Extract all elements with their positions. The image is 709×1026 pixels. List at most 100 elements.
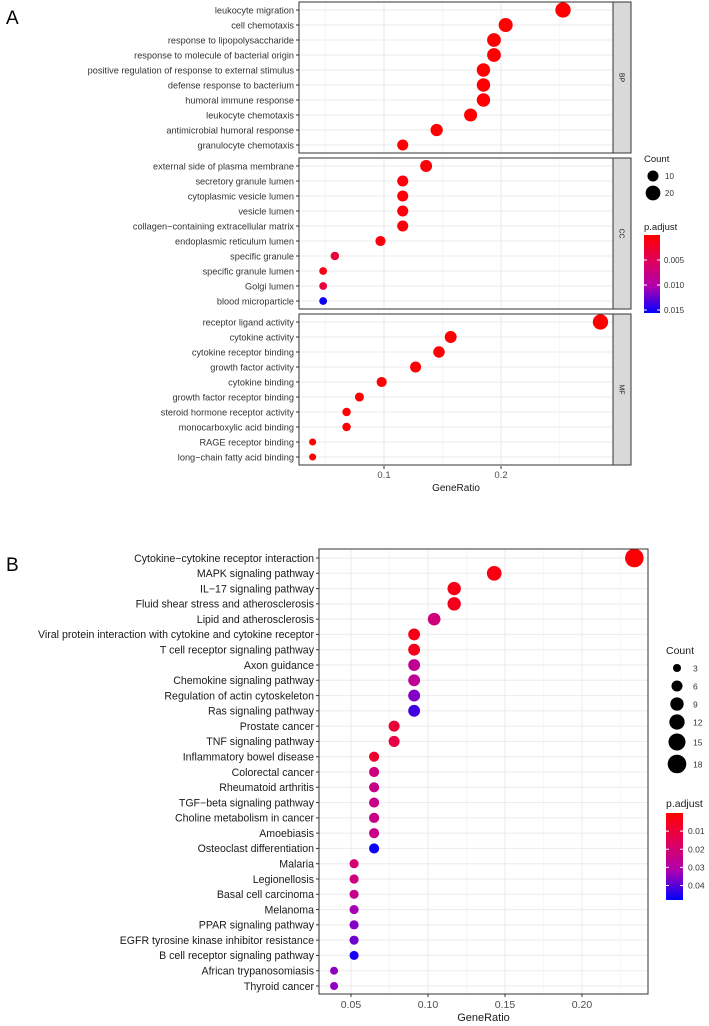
colorbar-tick-label: 0.010 bbox=[664, 281, 685, 290]
pathway-dot bbox=[369, 828, 380, 839]
pathway-dot bbox=[369, 751, 380, 762]
count-legend-label: 9 bbox=[693, 700, 698, 710]
pathway-label: Inflammatory bowel disease bbox=[183, 752, 314, 764]
facet-strip-label: BP bbox=[618, 73, 625, 83]
term-label: leukocyte migration bbox=[215, 5, 294, 15]
panel-label: B bbox=[6, 555, 19, 576]
term-dot bbox=[354, 392, 364, 402]
padjust-colorbar bbox=[666, 813, 683, 900]
x-axis-title: GeneRatio bbox=[457, 1012, 510, 1024]
term-dot bbox=[309, 438, 317, 446]
count-legend-dot bbox=[668, 733, 686, 751]
term-label: cytokine binding bbox=[228, 377, 294, 387]
pathway-dot bbox=[369, 782, 380, 793]
pathway-label: Regulation of actin cytoskeleton bbox=[164, 690, 314, 702]
pathway-label: Viral protein interaction with cytokine … bbox=[38, 629, 314, 641]
term-dot bbox=[309, 453, 317, 461]
count-legend-dot bbox=[671, 680, 683, 692]
pathway-dot bbox=[330, 966, 339, 975]
pathway-label: Osteoclast differentiation bbox=[198, 843, 315, 855]
term-dot bbox=[464, 108, 478, 122]
pathway-dot bbox=[388, 720, 400, 732]
facet-strip bbox=[612, 313, 632, 466]
pathway-dot bbox=[349, 950, 359, 960]
pathway-dot bbox=[625, 548, 644, 568]
pathway-dot bbox=[408, 704, 421, 717]
count-legend-label: 20 bbox=[665, 189, 674, 198]
term-label: cytoplasmic vesicle lumen bbox=[188, 191, 294, 201]
term-dot bbox=[498, 17, 513, 33]
pathway-label: Thyroid cancer bbox=[244, 981, 315, 993]
pathway-label: Choline metabolism in cancer bbox=[175, 813, 314, 825]
pathway-label: PPAR signaling pathway bbox=[199, 920, 315, 932]
facet-strip bbox=[612, 157, 632, 310]
pathway-label: Colorectal cancer bbox=[232, 767, 315, 779]
term-label: antimicrobial humoral response bbox=[166, 125, 294, 135]
colorbar-tick-label: 0.03 bbox=[688, 862, 705, 872]
pathway-label: Axon guidance bbox=[244, 660, 314, 672]
term-label: blood microparticle bbox=[217, 296, 294, 306]
count-legend-label: 6 bbox=[693, 682, 698, 692]
count-legend-dot bbox=[645, 185, 661, 201]
padjust-legend-title: p.adjust bbox=[666, 798, 703, 810]
term-dot bbox=[397, 190, 409, 202]
pathway-label: EGFR tyrosine kinase inhibitor resistanc… bbox=[120, 935, 314, 947]
term-dot bbox=[319, 267, 328, 275]
facet-background bbox=[299, 158, 613, 309]
term-dot bbox=[397, 175, 409, 187]
term-label: cytokine activity bbox=[230, 332, 295, 342]
pathway-dot bbox=[349, 889, 359, 899]
pathway-dot bbox=[408, 674, 421, 687]
pathway-label: IL−17 signaling pathway bbox=[200, 583, 315, 595]
colorbar-tick-label: 0.01 bbox=[688, 826, 705, 836]
pathway-label: Amoebiasis bbox=[259, 828, 314, 840]
term-label: positive regulation of response to exter… bbox=[88, 65, 295, 75]
padjust-colorbar bbox=[644, 235, 660, 313]
pathway-label: Rheumatoid arthritis bbox=[219, 782, 314, 794]
term-dot bbox=[342, 422, 351, 432]
pathway-dot bbox=[330, 981, 339, 991]
term-dot bbox=[444, 331, 457, 343]
colorbar-tick-label: 0.02 bbox=[688, 844, 705, 854]
pathway-dot bbox=[349, 859, 359, 869]
term-dot bbox=[476, 93, 491, 107]
count-legend-title: Count bbox=[666, 645, 694, 657]
term-dot bbox=[420, 160, 433, 172]
term-dot bbox=[592, 314, 609, 330]
term-label: granulocyte chemotaxis bbox=[197, 140, 294, 150]
term-label: response to molecule of bacterial origin bbox=[134, 50, 294, 60]
count-legend-label: 10 bbox=[665, 172, 674, 181]
term-dot bbox=[342, 407, 351, 417]
pathway-label: Fluid shear stress and atherosclerosis bbox=[136, 599, 314, 611]
term-label: specific granule lumen bbox=[203, 266, 294, 276]
term-dot bbox=[319, 282, 328, 290]
count-legend-title: Count bbox=[644, 154, 670, 165]
term-label: humoral immune response bbox=[185, 95, 294, 105]
colorbar-tick-label: 0.005 bbox=[664, 256, 685, 265]
term-label: cytokine receptor binding bbox=[192, 347, 294, 357]
term-dot bbox=[487, 48, 501, 62]
pathway-label: Chemokine signaling pathway bbox=[173, 675, 314, 687]
x-tick-label: 0.1 bbox=[377, 470, 390, 481]
pathway-label: TGF−beta signaling pathway bbox=[179, 797, 315, 809]
term-label: steroid hormone receptor activity bbox=[161, 407, 295, 417]
count-legend-dot bbox=[670, 697, 684, 711]
pathway-label: B cell receptor signaling pathway bbox=[159, 950, 315, 962]
term-dot bbox=[430, 123, 443, 137]
term-label: Golgi lumen bbox=[245, 281, 294, 291]
pathway-dot bbox=[447, 597, 461, 611]
count-legend-label: 3 bbox=[693, 664, 698, 674]
term-label: secretory granule lumen bbox=[195, 176, 294, 186]
term-dot bbox=[376, 376, 387, 388]
pathway-dot bbox=[447, 581, 461, 596]
pathway-dot bbox=[369, 766, 380, 778]
term-dot bbox=[319, 297, 328, 305]
term-dot bbox=[397, 139, 409, 151]
pathway-dot bbox=[486, 565, 502, 581]
panel-b-kegg-dotplot: B Cytokine−cytokine receptor interaction M… bbox=[6, 548, 705, 1024]
pathway-label: Melanoma bbox=[265, 904, 315, 916]
pathway-label: TNF signaling pathway bbox=[206, 736, 314, 748]
x-tick-label: 0.15 bbox=[495, 999, 516, 1011]
